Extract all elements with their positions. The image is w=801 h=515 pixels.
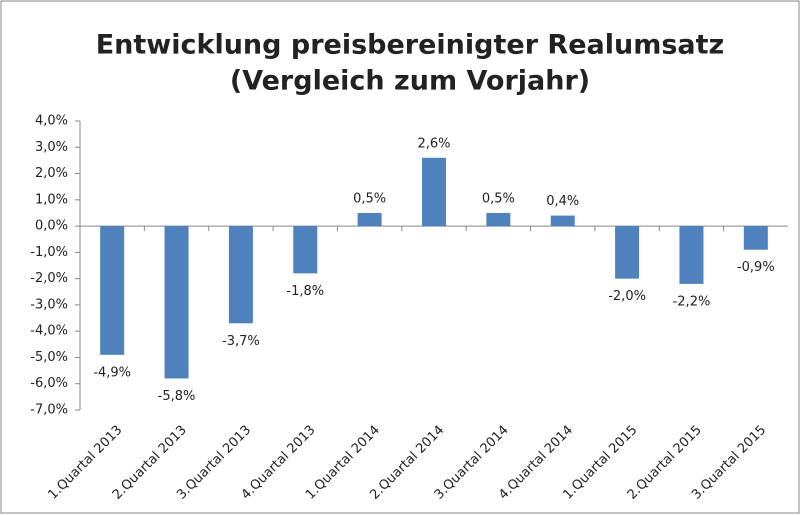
bar [228,226,253,324]
value-label: 0,5% [353,191,386,206]
value-label: -2,2% [673,294,711,309]
value-label: -2,0% [608,289,646,304]
value-label: -5,8% [158,389,196,404]
bar [164,226,189,379]
y-tick-label: -7,0% [30,403,68,418]
y-tick-label: 2,0% [35,166,68,181]
value-label: -4,9% [93,365,131,380]
y-tick-label: -3,0% [30,297,68,312]
bar [100,226,125,355]
chart-title: Entwicklung preisbereinigter Realumsatz [96,30,725,61]
chart-subtitle: (Vergleich zum Vorjahr) [230,66,590,97]
bar [615,226,640,279]
y-tick-label: 1,0% [35,192,68,207]
bar [357,212,382,227]
y-tick-label: 0,0% [35,219,68,234]
bar [486,212,511,227]
y-tick-label: -1,0% [30,245,68,260]
value-label: 0,4% [546,194,579,209]
y-tick-label: -2,0% [30,271,68,286]
value-label: 0,5% [482,191,515,206]
y-tick-label: -6,0% [30,376,68,391]
y-tick-label: 3,0% [35,140,68,155]
y-tick-label: 4,0% [35,114,68,129]
y-tick-label: -5,0% [30,350,68,365]
value-label: -1,8% [286,284,324,299]
bar [743,226,768,250]
bar [293,226,318,274]
bar [679,226,704,284]
value-label: 2,6% [417,136,450,151]
value-label: -0,9% [737,260,775,275]
bar [422,157,446,227]
bar [550,215,575,227]
value-label: -3,7% [222,334,260,349]
y-tick-label: -4,0% [30,324,68,339]
